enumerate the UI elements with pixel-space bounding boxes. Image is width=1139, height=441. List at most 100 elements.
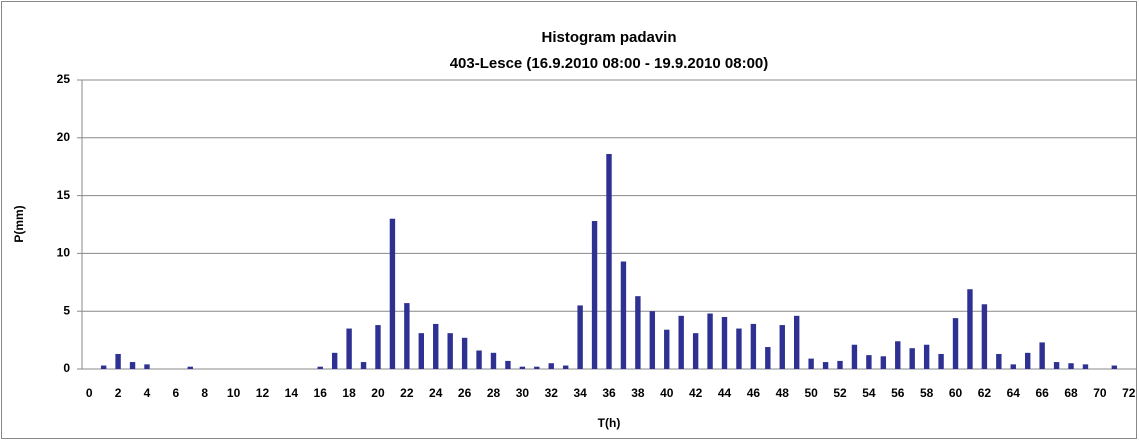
bar	[562, 365, 569, 369]
bar	[1082, 364, 1089, 369]
bar	[490, 352, 497, 369]
x-tick-label: 12	[256, 386, 270, 400]
bar	[115, 353, 121, 369]
bar	[707, 313, 713, 369]
x-tick-label: 44	[718, 386, 732, 400]
bar	[389, 218, 396, 369]
x-tick-label: 24	[429, 386, 443, 400]
bar	[548, 363, 554, 369]
x-tick-label: 36	[602, 386, 616, 400]
bar	[519, 366, 526, 369]
chart-subtitle: 403-Lesce (16.9.2010 08:00 - 19.9.2010 0…	[450, 55, 769, 72]
x-axis-label: T(h)	[598, 416, 621, 430]
bar	[967, 289, 973, 369]
bar	[779, 325, 785, 369]
bar	[996, 353, 1002, 369]
y-tick-label: 10	[57, 246, 71, 260]
bar	[1010, 364, 1016, 369]
bar	[649, 311, 656, 369]
bar	[981, 304, 988, 369]
x-tick-label: 8	[201, 386, 208, 400]
bar	[664, 329, 670, 369]
bar	[822, 362, 829, 369]
y-tick-label: 5	[63, 303, 70, 317]
x-tick-label: 42	[689, 386, 703, 400]
x-tick-label: 6	[173, 386, 180, 400]
x-tick-label: 14	[285, 386, 299, 400]
x-tick-label: 52	[833, 386, 847, 400]
bar	[678, 315, 684, 369]
bar	[620, 261, 627, 369]
chart-title: Histogram padavin	[541, 29, 676, 46]
bar	[129, 362, 136, 369]
x-tick-label: 4	[144, 386, 151, 400]
bar	[404, 303, 410, 369]
x-tick-label: 64	[1007, 386, 1021, 400]
y-tick-label: 25	[57, 72, 71, 86]
bar	[418, 333, 425, 369]
x-tick-label: 66	[1035, 386, 1049, 400]
x-tick-label: 50	[804, 386, 818, 400]
x-tick-label: 22	[400, 386, 414, 400]
x-tick-label: 58	[920, 386, 934, 400]
bar	[909, 348, 915, 369]
bar	[346, 328, 352, 369]
bar	[375, 325, 381, 369]
bar	[923, 344, 930, 369]
bar	[635, 296, 641, 369]
x-tick-label: 0	[86, 386, 93, 400]
bar	[895, 341, 901, 369]
bar	[433, 323, 439, 369]
x-tick-label: 28	[487, 386, 501, 400]
bar	[1068, 363, 1074, 369]
bar	[880, 356, 887, 369]
y-axis-label: P(mm)	[12, 205, 26, 242]
bar	[938, 353, 944, 369]
x-tick-label: 40	[660, 386, 674, 400]
bar	[765, 347, 771, 369]
bar	[534, 366, 540, 369]
bar	[750, 323, 757, 369]
x-tick-label: 72	[1122, 386, 1136, 400]
bar	[1111, 365, 1118, 369]
bar	[447, 333, 453, 369]
bar	[317, 366, 323, 369]
bar	[577, 305, 583, 369]
bar	[837, 360, 843, 369]
bar	[1025, 352, 1031, 369]
x-tick-label: 2	[115, 386, 122, 400]
x-tick-label: 38	[631, 386, 645, 400]
x-tick-label: 30	[516, 386, 530, 400]
y-tick-label: 15	[57, 188, 71, 202]
x-tick-label: 18	[342, 386, 356, 400]
bar	[591, 221, 598, 369]
y-tick-label: 20	[57, 130, 71, 144]
bar	[866, 355, 872, 369]
bar	[721, 316, 728, 369]
bar	[331, 352, 338, 369]
x-tick-label: 32	[545, 386, 559, 400]
bar	[793, 315, 800, 369]
x-tick-label: 68	[1064, 386, 1078, 400]
x-tick-label: 34	[573, 386, 587, 400]
bar	[100, 365, 107, 369]
x-tick-label: 10	[227, 386, 241, 400]
bar	[808, 358, 814, 369]
bar	[736, 328, 742, 369]
x-tick-label: 56	[891, 386, 905, 400]
bar	[476, 350, 482, 369]
bar	[144, 364, 150, 369]
x-tick-label: 26	[458, 386, 472, 400]
bar	[1053, 362, 1060, 369]
y-tick-label: 0	[63, 361, 70, 375]
x-tick-label: 16	[314, 386, 328, 400]
x-tick-label: 62	[978, 386, 992, 400]
bar	[952, 318, 959, 369]
x-tick-label: 60	[949, 386, 963, 400]
bar	[360, 362, 367, 369]
x-tick-label: 20	[371, 386, 385, 400]
bar	[692, 333, 699, 369]
x-tick-label: 46	[747, 386, 761, 400]
